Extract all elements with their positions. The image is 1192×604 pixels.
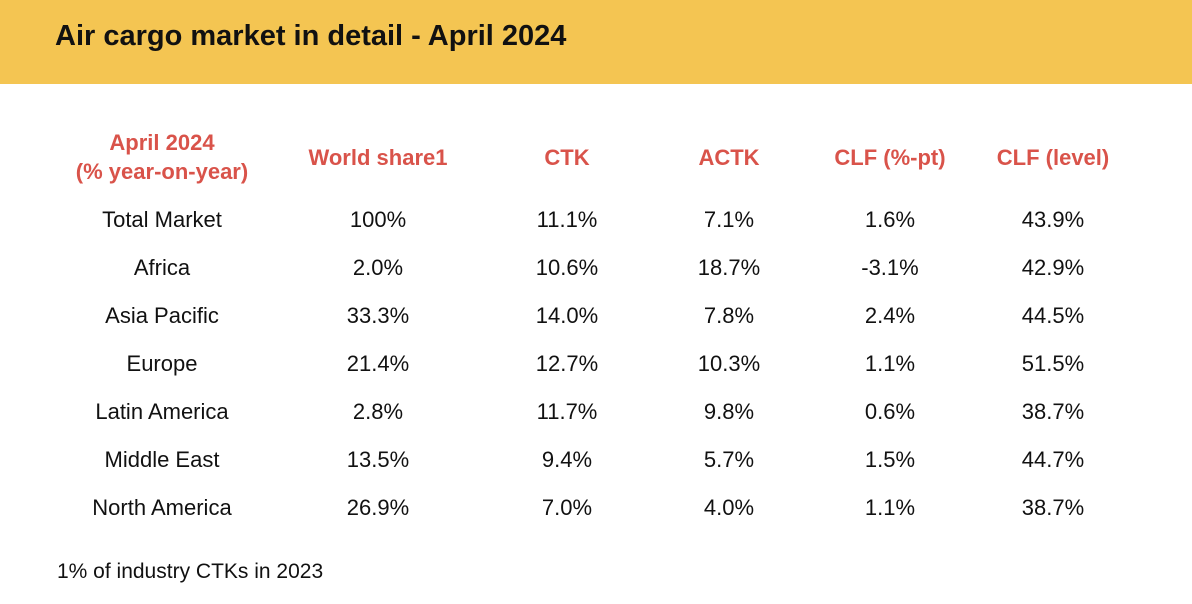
row-label-north-america: North America	[92, 495, 232, 520]
column-header-ctk: CTK	[544, 145, 589, 170]
cell-total-market-col-6: 43.9%	[1022, 207, 1084, 232]
cell-europe-col-3: 12.7%	[536, 351, 598, 376]
cell-middle-east-col-6: 44.7%	[1022, 447, 1084, 472]
cell-asia-pacific-col-3: 14.0%	[536, 303, 598, 328]
page-title: Air cargo market in detail - April 2024	[55, 20, 567, 52]
cell-europe-col-2: 21.4%	[347, 351, 409, 376]
cell-total-market-col-2: 100%	[350, 207, 406, 232]
cell-africa-col-4: 18.7%	[698, 255, 760, 280]
cell-europe-col-5: 1.1%	[865, 351, 915, 376]
column-header-clf-level: CLF (level)	[997, 145, 1109, 170]
cell-asia-pacific-col-2: 33.3%	[347, 303, 409, 328]
cell-africa-col-3: 10.6%	[536, 255, 598, 280]
row-label-latin-america: Latin America	[95, 399, 229, 424]
cell-asia-pacific-col-4: 7.8%	[704, 303, 754, 328]
column-header-1-line-1: April 2024	[109, 130, 215, 155]
cell-middle-east-col-4: 5.7%	[704, 447, 754, 472]
column-header-1-line-2: (% year-on-year)	[76, 159, 248, 184]
row-label-middle-east: Middle East	[105, 447, 220, 472]
cell-africa-col-2: 2.0%	[353, 255, 403, 280]
row-label-africa: Africa	[134, 255, 191, 280]
cell-latin-america-col-3: 11.7%	[537, 399, 598, 424]
cell-latin-america-col-6: 38.7%	[1022, 399, 1084, 424]
cell-total-market-col-4: 7.1%	[704, 207, 754, 232]
cell-north-america-col-5: 1.1%	[865, 495, 915, 520]
footnote: 1% of industry CTKs in 2023	[57, 560, 324, 583]
cell-latin-america-col-5: 0.6%	[865, 399, 915, 424]
cell-latin-america-col-4: 9.8%	[704, 399, 754, 424]
cell-europe-col-4: 10.3%	[698, 351, 760, 376]
cell-asia-pacific-col-5: 2.4%	[865, 303, 915, 328]
title-banner	[0, 0, 1192, 84]
cell-north-america-col-2: 26.9%	[347, 495, 409, 520]
cell-north-america-col-3: 7.0%	[542, 495, 592, 520]
cell-total-market-col-5: 1.6%	[865, 207, 915, 232]
column-header-world-share1: World share1	[309, 145, 448, 170]
cell-europe-col-6: 51.5%	[1022, 351, 1084, 376]
cell-asia-pacific-col-6: 44.5%	[1022, 303, 1084, 328]
data-table: April 2024 (% year-on-year) World share1 CT…	[76, 130, 1109, 520]
cell-africa-col-5: -3.1%	[861, 255, 918, 280]
column-header-actk: ACTK	[698, 145, 759, 170]
row-label-asia-pacific: Asia Pacific	[105, 303, 219, 328]
cell-middle-east-col-5: 1.5%	[865, 447, 915, 472]
cell-middle-east-col-2: 13.5%	[347, 447, 409, 472]
row-label-total-market: Total Market	[102, 207, 222, 232]
cell-africa-col-6: 42.9%	[1022, 255, 1084, 280]
cell-north-america-col-6: 38.7%	[1022, 495, 1084, 520]
cell-north-america-col-4: 4.0%	[704, 495, 754, 520]
cell-latin-america-col-2: 2.8%	[353, 399, 403, 424]
cell-middle-east-col-3: 9.4%	[542, 447, 592, 472]
column-header-clf-pt: CLF (%-pt)	[834, 145, 945, 170]
row-label-europe: Europe	[127, 351, 198, 376]
cell-total-market-col-3: 11.1%	[537, 207, 598, 232]
